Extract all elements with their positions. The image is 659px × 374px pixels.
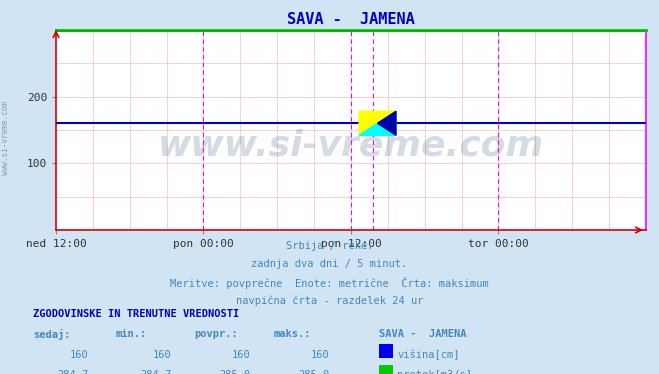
Text: Srbija / reke.: Srbija / reke. (286, 241, 373, 251)
Text: 284,7: 284,7 (58, 370, 89, 374)
Text: www.si-vreme.com: www.si-vreme.com (1, 101, 10, 175)
Title: SAVA -  JAMENA: SAVA - JAMENA (287, 12, 415, 27)
Text: 285,0: 285,0 (299, 370, 330, 374)
Text: maks.:: maks.: (273, 329, 311, 339)
Text: ZGODOVINSKE IN TRENUTNE VREDNOSTI: ZGODOVINSKE IN TRENUTNE VREDNOSTI (33, 309, 239, 319)
Text: www.si-vreme.com: www.si-vreme.com (158, 129, 544, 163)
Text: višina[cm]: višina[cm] (397, 350, 460, 360)
Text: 160: 160 (232, 350, 250, 360)
Text: 285,0: 285,0 (219, 370, 250, 374)
Polygon shape (359, 111, 396, 135)
Text: Meritve: povprečne  Enote: metrične  Črta: maksimum: Meritve: povprečne Enote: metrične Črta:… (170, 277, 489, 289)
Text: 284,7: 284,7 (140, 370, 171, 374)
Text: povpr.:: povpr.: (194, 329, 238, 339)
Text: sedaj:: sedaj: (33, 329, 71, 340)
Polygon shape (378, 111, 396, 135)
Text: min.:: min.: (115, 329, 146, 339)
Text: zadnja dva dni / 5 minut.: zadnja dva dni / 5 minut. (251, 259, 408, 269)
Text: pretok[m3/s]: pretok[m3/s] (397, 370, 473, 374)
Text: navpična črta - razdelek 24 ur: navpična črta - razdelek 24 ur (236, 295, 423, 306)
Text: SAVA -  JAMENA: SAVA - JAMENA (379, 329, 467, 339)
Polygon shape (359, 111, 396, 135)
Text: 160: 160 (71, 350, 89, 360)
Text: 160: 160 (153, 350, 171, 360)
Text: 160: 160 (311, 350, 330, 360)
